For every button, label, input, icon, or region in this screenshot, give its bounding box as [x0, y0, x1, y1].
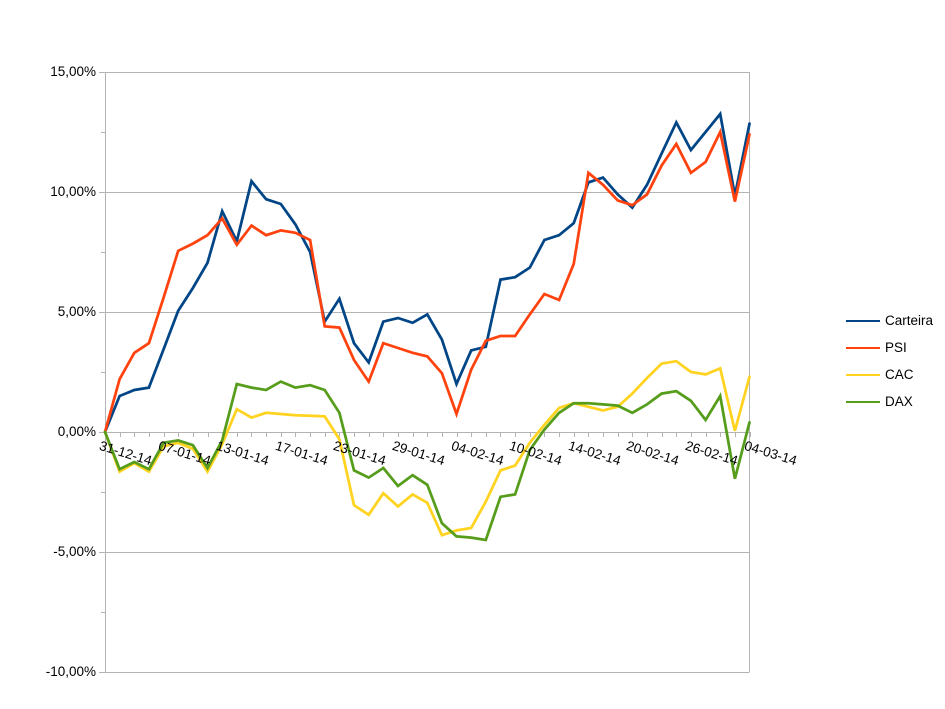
axis-ticks: [99, 72, 751, 673]
legend-line-swatch: [846, 319, 880, 322]
chart-legend: Carteira PSI CAC DAX: [846, 307, 933, 415]
series-lines: [103, 110, 751, 542]
series-line-carteira: [103, 110, 751, 434]
legend-item-carteira: Carteira: [846, 307, 933, 334]
legend-label: CAC: [885, 367, 914, 382]
y-axis-label: -5,00%: [53, 544, 96, 559]
legend-item-psi: PSI: [846, 334, 933, 361]
legend-label: PSI: [885, 340, 907, 355]
y-axis-label: 10,00%: [50, 184, 96, 199]
y-axis-label: -10,00%: [45, 664, 96, 679]
legend-line-swatch: [846, 373, 880, 376]
legend-label: Carteira: [885, 313, 934, 328]
series-line-cac: [103, 359, 751, 537]
y-axis-label: 5,00%: [57, 304, 96, 319]
series-line-dax: [103, 380, 751, 542]
legend-label: DAX: [885, 394, 913, 409]
y-axis-label: 15,00%: [50, 64, 96, 79]
series-line-psi: [103, 127, 751, 434]
legend-line-swatch: [846, 346, 880, 349]
gridlines: [105, 72, 750, 673]
y-axis-label: 0,00%: [57, 424, 96, 439]
legend-item-cac: CAC: [846, 361, 933, 388]
legend-item-dax: DAX: [846, 388, 933, 415]
legend-line-swatch: [846, 400, 880, 403]
